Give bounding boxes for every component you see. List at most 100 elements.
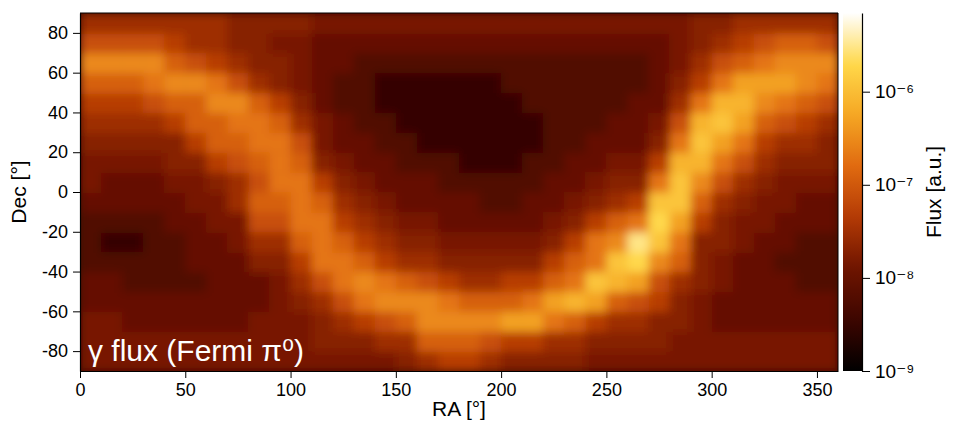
- heatmap-cell: [775, 132, 797, 152]
- heatmap-cell: [480, 252, 502, 272]
- y-axis-title: Dec [°]: [7, 160, 30, 223]
- heatmap-cell: [375, 73, 397, 93]
- y-axis-tick-mark: [73, 112, 80, 113]
- heatmap-cell: [564, 232, 586, 252]
- heatmap-cell: [291, 73, 313, 93]
- heatmap-cell: [417, 252, 439, 272]
- heatmap-cell: [312, 172, 334, 192]
- colorbar-axis-tick-mark: [862, 185, 870, 186]
- heatmap-cell: [649, 93, 671, 113]
- heatmap-cell: [691, 311, 713, 331]
- heatmap-cell: [375, 212, 397, 232]
- y-axis-tick-label: 0: [58, 182, 68, 202]
- colorbar-axis-tick-label: 10⁻⁷: [875, 174, 913, 195]
- heatmap-cell: [312, 112, 334, 132]
- heatmap-cell: [585, 33, 607, 53]
- heatmap-cell: [227, 172, 249, 192]
- heatmap-cell: [206, 152, 228, 172]
- heatmap-cell: [670, 192, 692, 212]
- heatmap-cell: [122, 33, 144, 53]
- heatmap-cell: [606, 291, 628, 311]
- heatmap-cell: [333, 291, 355, 311]
- heatmap-cell: [333, 212, 355, 232]
- heatmap-cell: [733, 53, 755, 73]
- heatmap-cell: [333, 272, 355, 292]
- x-axis-tick-label: 100: [276, 380, 306, 400]
- heatmap-cell: [438, 272, 460, 292]
- heatmap-cell: [649, 252, 671, 272]
- heatmap-cell: [796, 53, 818, 73]
- heatmap-cell: [101, 291, 123, 311]
- heatmap-cell: [122, 13, 144, 33]
- heatmap-cell: [354, 311, 376, 331]
- heatmap-cell: [543, 33, 565, 53]
- heatmap-cell: [501, 112, 523, 132]
- heatmap-cell: [122, 112, 144, 132]
- heatmap-cell: [248, 311, 270, 331]
- heatmap-cell: [564, 351, 586, 371]
- y-axis-tick: -20: [42, 222, 80, 242]
- y-axis-tick-label: -20: [42, 222, 68, 242]
- heatmap-cell: [712, 73, 734, 93]
- heatmap-cell: [459, 13, 481, 33]
- heatmap-cell: [712, 13, 734, 33]
- heatmap-cell: [627, 13, 649, 33]
- heatmap-cell: [375, 272, 397, 292]
- heatmap-cell: [206, 53, 228, 73]
- heatmap-cell: [80, 152, 102, 172]
- heatmap-cell: [206, 252, 228, 272]
- heatmap-cell: [775, 93, 797, 113]
- heatmap-cell: [585, 73, 607, 93]
- heatmap-cell: [375, 252, 397, 272]
- heatmap-cell: [312, 192, 334, 212]
- y-axis-tick-mark: [73, 311, 80, 312]
- heatmap-cell: [543, 192, 565, 212]
- heatmap-cell: [543, 291, 565, 311]
- heatmap-cell: [122, 73, 144, 93]
- heatmap-cell: [501, 93, 523, 113]
- heatmap-cell: [796, 152, 818, 172]
- heatmap-cell: [564, 152, 586, 172]
- heatmap-cell: [333, 311, 355, 331]
- heatmap-cell: [206, 291, 228, 311]
- heatmap-cell: [775, 112, 797, 132]
- heatmap-cell: [733, 311, 755, 331]
- y-axis-tick-mark: [73, 272, 80, 273]
- heatmap-cell: [375, 33, 397, 53]
- heatmap-cell: [480, 192, 502, 212]
- colorbar-axis-tick-mark: [862, 92, 870, 93]
- heatmap-cell: [80, 53, 102, 73]
- y-axis-tick-label: -60: [42, 302, 68, 322]
- heatmap-cell: [480, 152, 502, 172]
- heatmap-cell: [417, 331, 439, 351]
- heatmap-cell: [480, 351, 502, 371]
- heatmap-cell: [733, 93, 755, 113]
- heatmap-cell: [270, 192, 292, 212]
- heatmap-cell: [585, 351, 607, 371]
- heatmap-cell: [417, 311, 439, 331]
- heatmap-cell: [459, 152, 481, 172]
- heatmap-cell: [333, 73, 355, 93]
- heatmap-cell: [649, 132, 671, 152]
- heatmap-cell: [754, 93, 776, 113]
- heatmap-cell: [501, 172, 523, 192]
- heatmap-cell: [312, 93, 334, 113]
- heatmap-cell: [606, 152, 628, 172]
- heatmap-cell: [291, 192, 313, 212]
- heatmap-cell: [227, 132, 249, 152]
- colorbar-axis-tick-label: 10⁻⁸: [875, 267, 914, 288]
- heatmap-cell: [501, 132, 523, 152]
- heatmap-cell: [796, 13, 818, 33]
- heatmap-cell: [291, 272, 313, 292]
- heatmap-cell: [333, 53, 355, 73]
- heatmap-cell: [796, 73, 818, 93]
- heatmap-cell: [396, 33, 418, 53]
- heatmap-cell: [333, 192, 355, 212]
- heatmap-cell: [80, 192, 102, 212]
- heatmap-cell: [206, 13, 228, 33]
- heatmap-cell: [522, 311, 544, 331]
- heatmap-cell: [522, 252, 544, 272]
- heatmap-cell: [354, 73, 376, 93]
- heatmap-cell: [143, 33, 165, 53]
- colorbar-axis-tick-label: 10⁻⁶: [875, 81, 914, 102]
